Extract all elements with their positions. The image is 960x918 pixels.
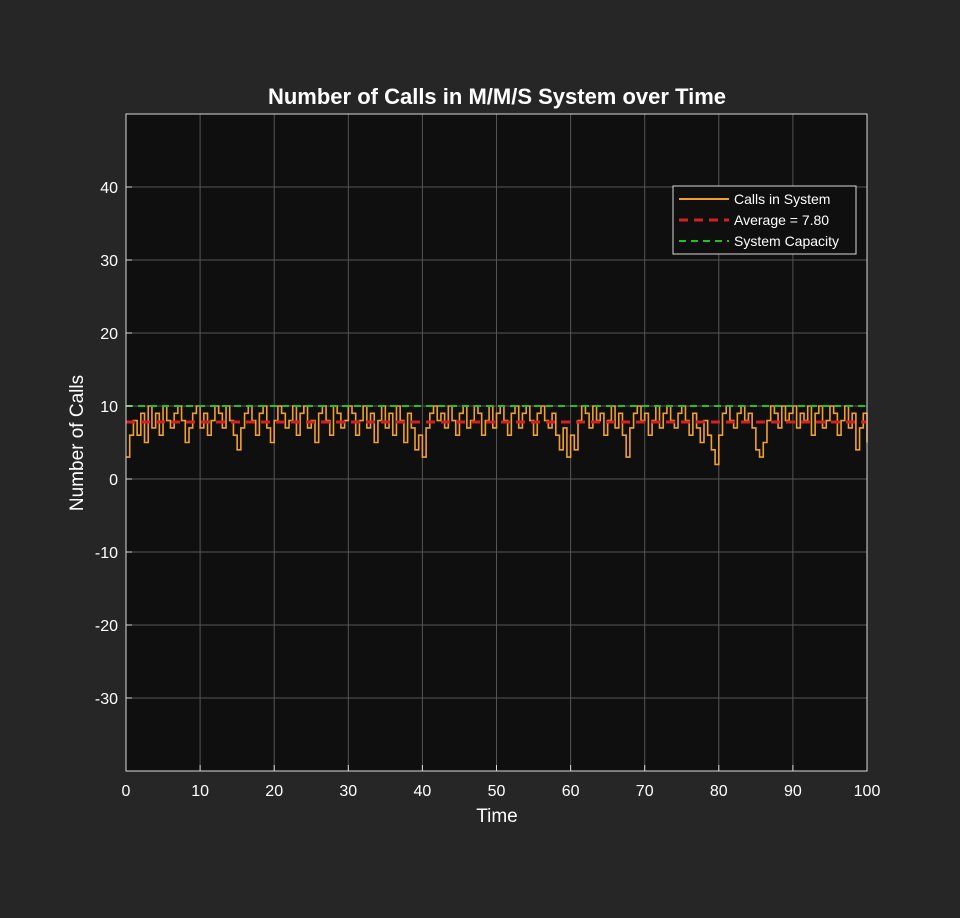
tick-labels: 0 10 20 30 40 50 60 70 80 90 100 -30 -20 -10 0 10 20 30 40 (95, 180, 881, 800)
y-tick-label: 0 (109, 472, 118, 489)
x-tick-label: 20 (265, 783, 283, 800)
legend-label-average: Average = 7.80 (734, 212, 829, 228)
x-tick-label: 50 (488, 783, 506, 800)
x-tick-label: 70 (636, 783, 654, 800)
y-tick-label: 20 (100, 326, 118, 343)
x-tick-label: 10 (191, 783, 209, 800)
y-axis-label: Number of Calls (67, 375, 88, 511)
x-tick-label: 90 (784, 783, 802, 800)
y-tick-label: 30 (100, 253, 118, 270)
x-tick-label: 0 (122, 783, 131, 800)
x-tick-label: 80 (710, 783, 728, 800)
x-tick-label: 40 (414, 783, 432, 800)
chart-title: Number of Calls in M/M/S System over Tim… (268, 84, 726, 109)
y-tick-label: -10 (95, 545, 118, 562)
y-tick-label: -30 (95, 691, 118, 708)
x-tick-label: 60 (562, 783, 580, 800)
x-tick-label: 100 (854, 783, 881, 800)
legend-label-capacity: System Capacity (734, 233, 839, 249)
legend-label-calls: Calls in System (734, 191, 830, 207)
y-tick-label: 10 (100, 399, 118, 416)
y-tick-label: -20 (95, 618, 118, 635)
series-layer (126, 405, 868, 466)
y-tick-label: 40 (100, 180, 118, 197)
x-tick-label: 30 (339, 783, 357, 800)
legend-box (672, 185, 857, 255)
legend: Calls in System Average = 7.80 System Ca… (672, 185, 857, 255)
x-axis-label: Time (476, 806, 518, 827)
